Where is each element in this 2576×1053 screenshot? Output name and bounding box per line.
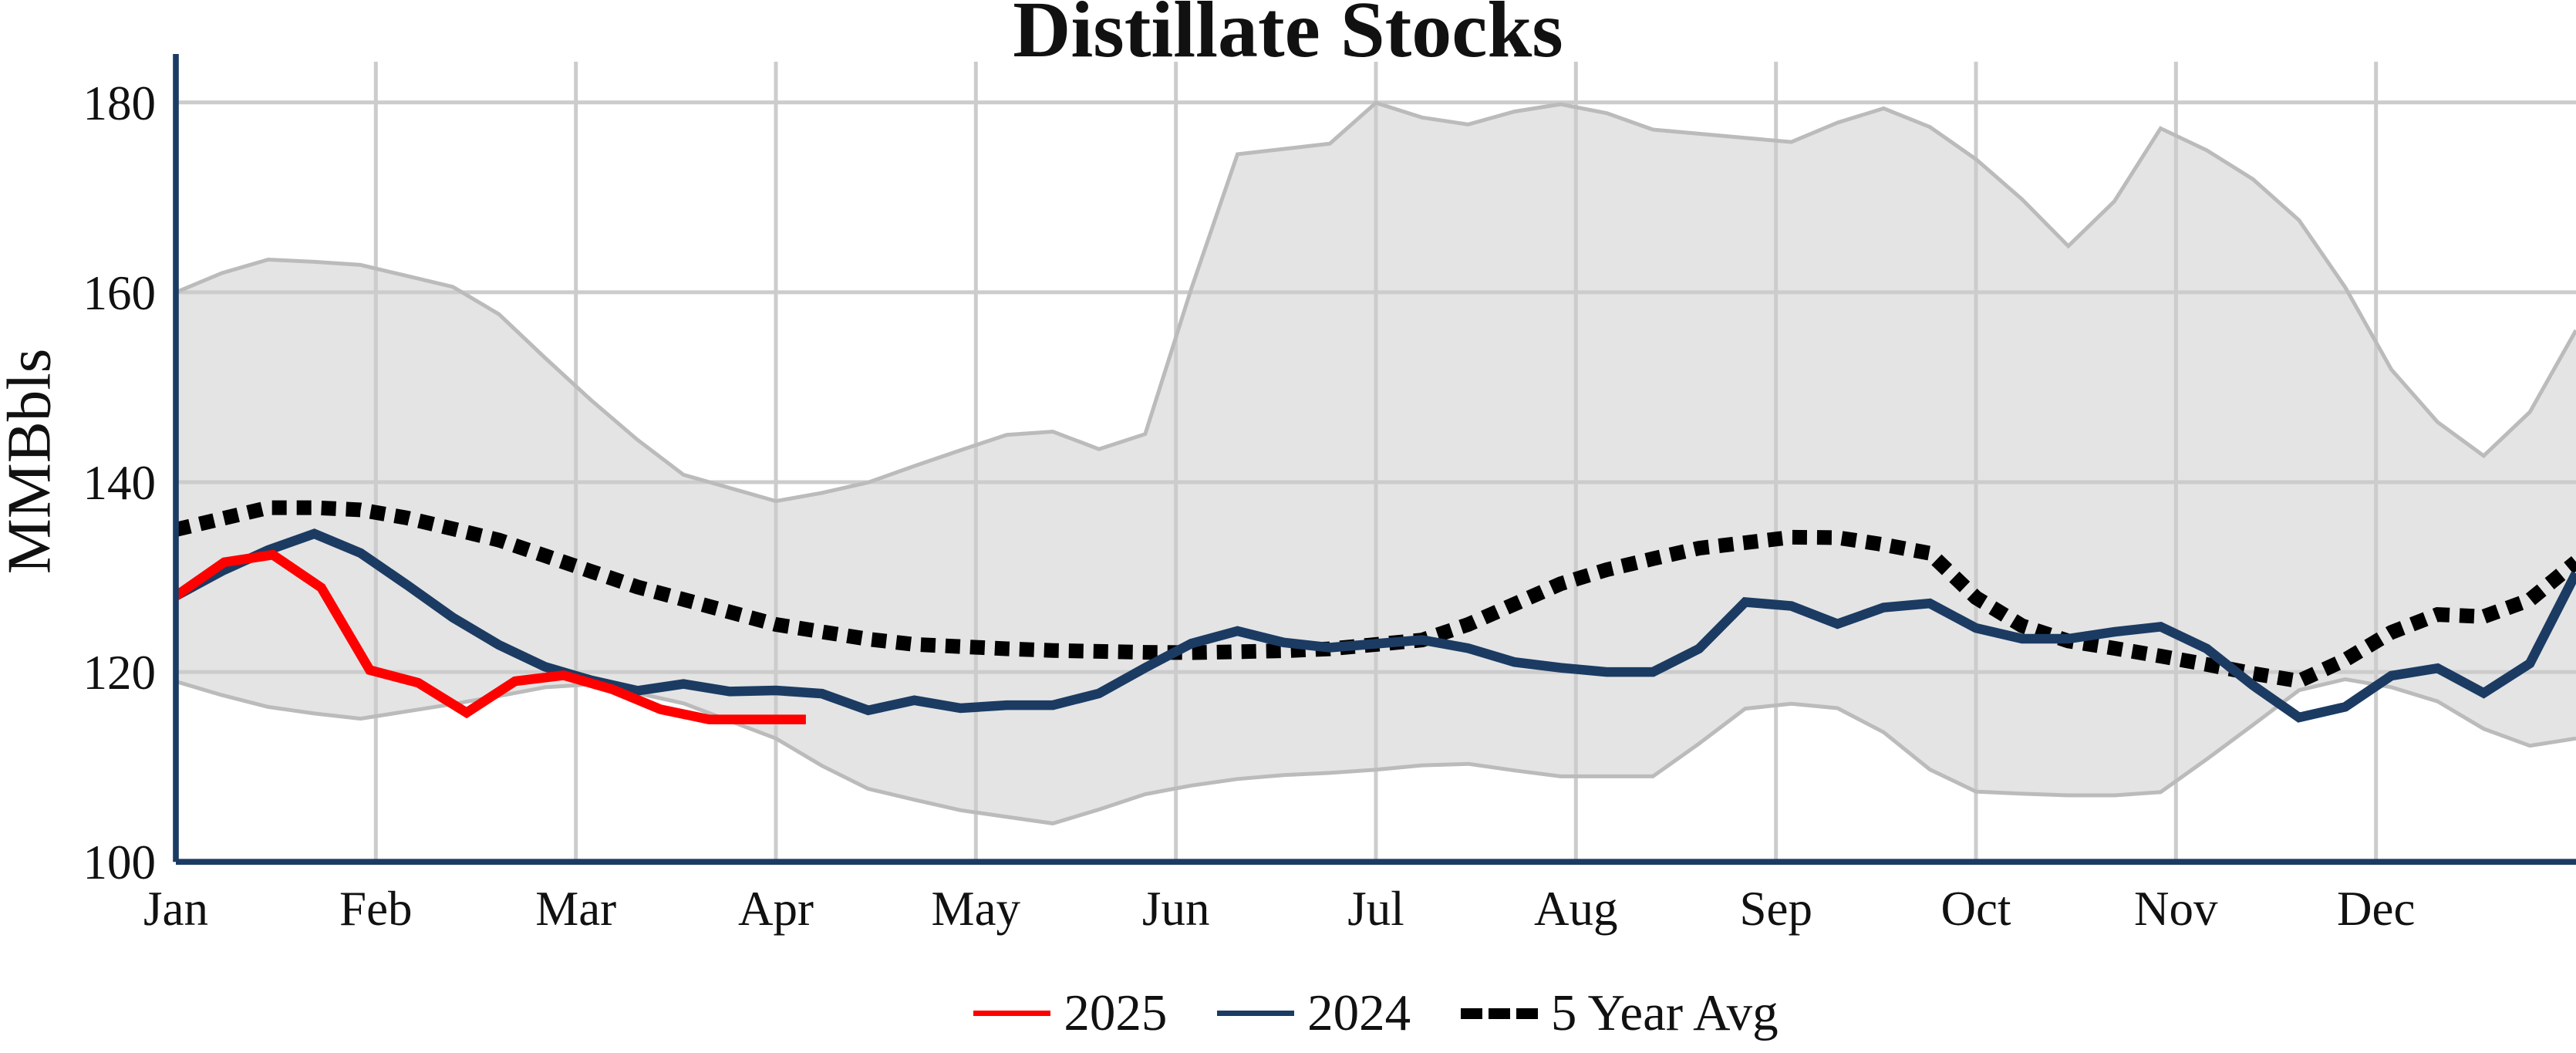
svg-text:May: May: [932, 882, 1021, 936]
svg-text:Dec: Dec: [2337, 882, 2415, 936]
svg-text:Jul: Jul: [1347, 882, 1404, 936]
svg-text:120: 120: [83, 646, 157, 700]
svg-text:160: 160: [83, 266, 157, 320]
svg-text:Nov: Nov: [2134, 882, 2218, 936]
svg-text:Oct: Oct: [1941, 882, 2011, 936]
svg-text:Mar: Mar: [535, 882, 616, 936]
svg-text:Sep: Sep: [1739, 882, 1812, 936]
svg-text:Jan: Jan: [143, 882, 208, 936]
svg-text:Apr: Apr: [738, 882, 814, 936]
svg-text:Jun: Jun: [1142, 882, 1210, 936]
svg-text:Aug: Aug: [1534, 882, 1618, 936]
svg-text:140: 140: [83, 456, 157, 510]
svg-text:180: 180: [83, 76, 157, 130]
svg-text:Feb: Feb: [339, 882, 413, 936]
